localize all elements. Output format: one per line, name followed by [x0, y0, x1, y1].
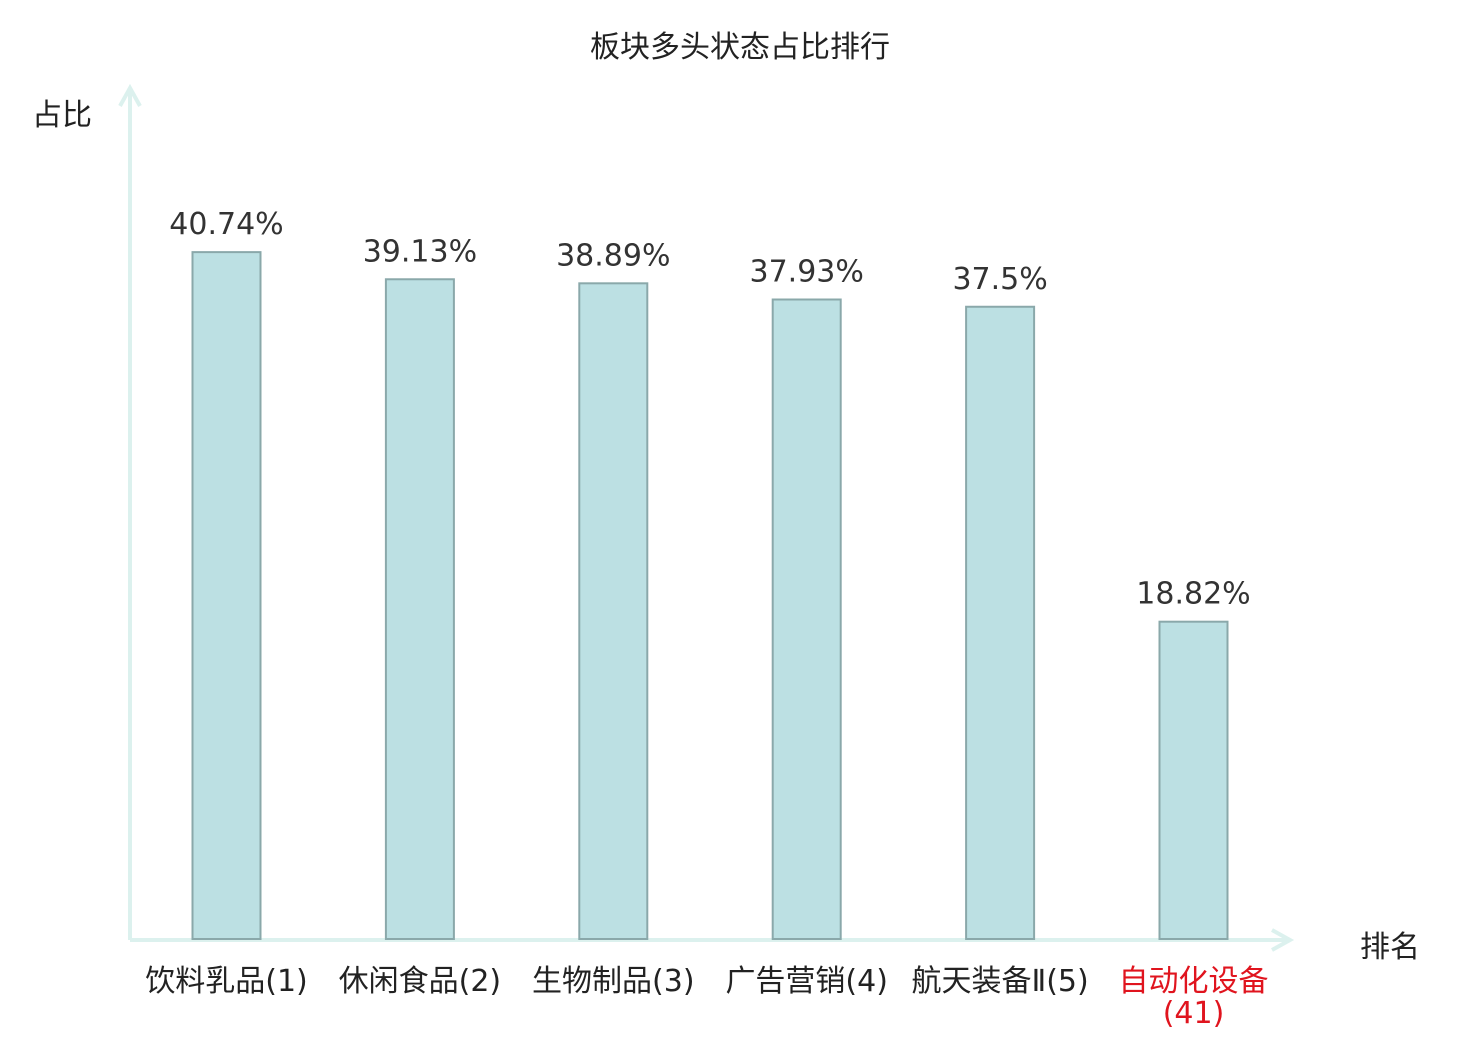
x-tick-label: 自动化设备(41)	[1118, 964, 1269, 1031]
chart-title: 板块多头状态占比排行	[590, 30, 890, 65]
x-axis-label: 排名	[1360, 930, 1420, 965]
x-tick-label: 生物制品(3)	[532, 964, 695, 999]
y-axis-arrow	[118, 83, 142, 107]
bar	[965, 305, 1036, 940]
x-tick-label: 航天装备Ⅱ(5)	[911, 964, 1089, 999]
x-axis-arrow	[1271, 928, 1295, 952]
bar	[384, 278, 455, 940]
x-tick-label: 饮料乳品(1)	[145, 964, 308, 999]
data-label: 39.13%	[363, 234, 477, 269]
data-label: 38.89%	[556, 238, 670, 273]
bars	[191, 251, 1229, 941]
axes	[118, 83, 1295, 952]
bar	[771, 298, 842, 941]
x-tick-label: 休闲食品(2)	[338, 964, 502, 999]
y-axis-label: 占比	[32, 98, 92, 133]
data-label: 37.5%	[952, 262, 1047, 297]
bar	[191, 251, 262, 940]
x-tick-label: 广告营销(4)	[725, 964, 888, 999]
data-label: 18.82%	[1136, 577, 1250, 612]
bar	[1158, 620, 1229, 941]
bar	[578, 282, 649, 941]
data-label: 40.74%	[169, 207, 283, 242]
data-label: 37.93%	[750, 255, 864, 290]
value-labels: 40.74% 39.13% 38.89% 37.93% 37.5% 18.82%	[169, 207, 1250, 612]
